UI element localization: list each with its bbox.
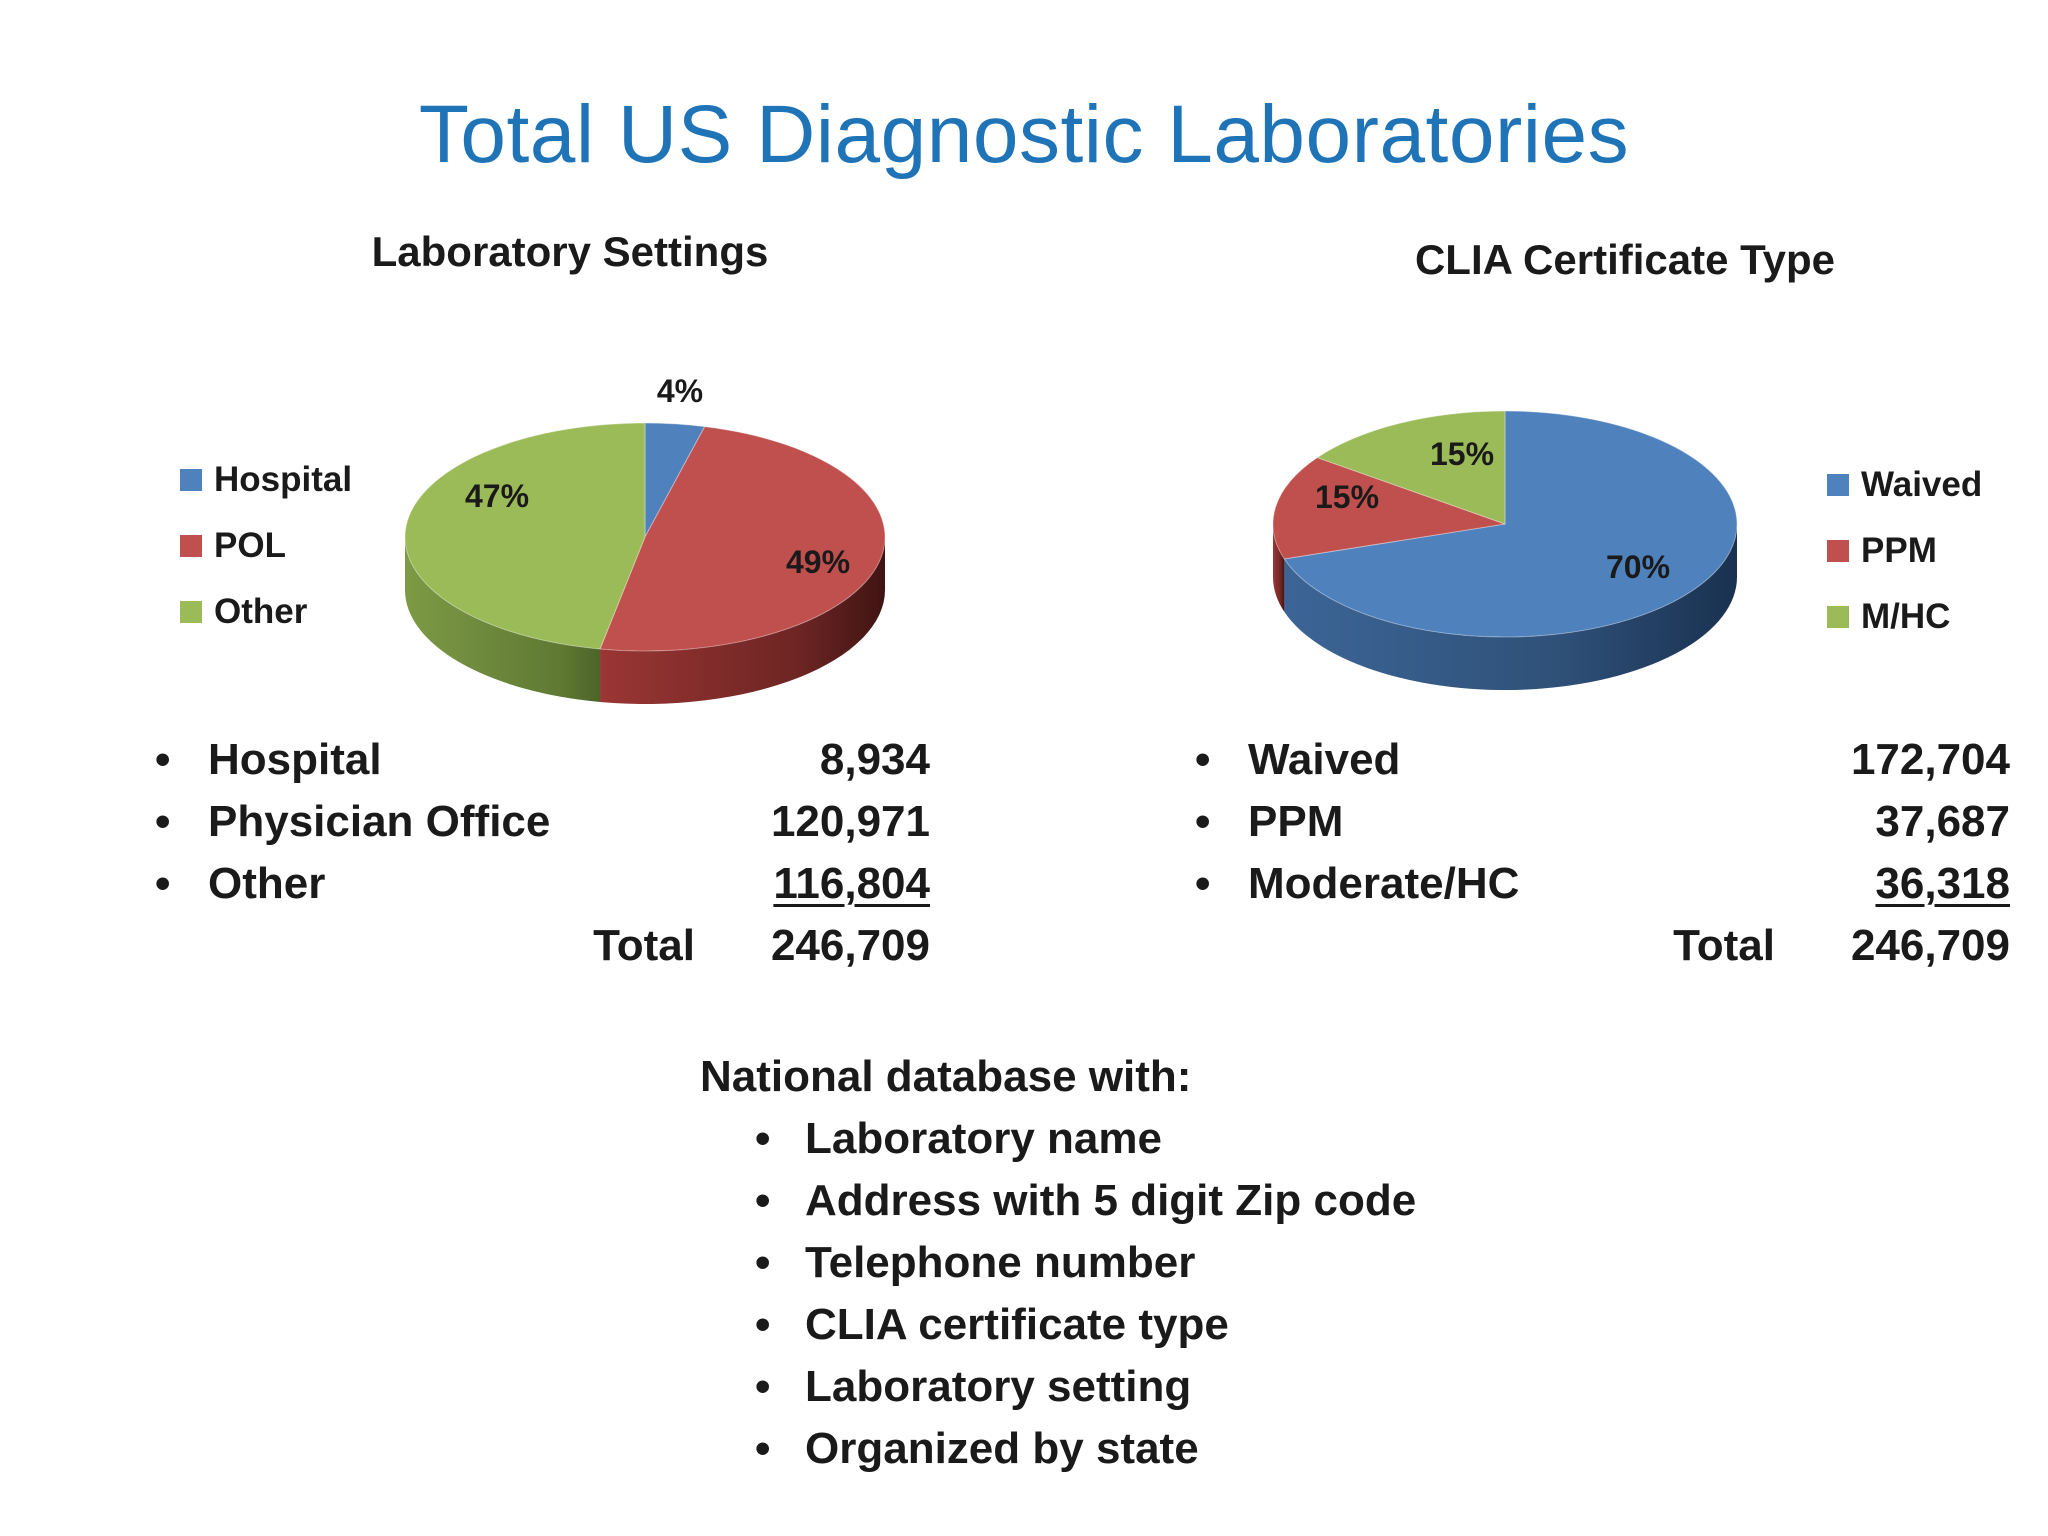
- clia-certificate-pie: 70% 15% 15%: [1272, 410, 1738, 691]
- left-legend: Hospital POL Other: [180, 447, 352, 645]
- pie-slice-hospital: [644, 422, 706, 538]
- pie-slice-other: [404, 422, 646, 650]
- right-legend: Waived PPM M/HC: [1827, 452, 1982, 650]
- pie-slice-pol: [599, 426, 886, 652]
- pie-slice-waived: [1283, 410, 1738, 638]
- legend-swatch-blue: [1827, 474, 1849, 496]
- laboratory-settings-pie: 4% 49% 47%: [404, 373, 886, 705]
- data-label-m-hc: 15%: [1430, 436, 1494, 472]
- total-value: 246,709: [770, 921, 930, 970]
- stat-label: Waived: [1248, 735, 1401, 784]
- stat-value: 116,804: [773, 859, 930, 908]
- total-value: 246,709: [1850, 921, 2010, 970]
- pie-side-pol: [600, 537, 886, 705]
- data-label-hospital: 4%: [657, 373, 703, 409]
- page-title: Total US Diagnostic Laboratories: [418, 89, 1630, 180]
- stat-value: 172,704: [1850, 735, 2010, 784]
- total-label: Total: [1673, 921, 1775, 970]
- legend-swatch-red: [180, 535, 202, 557]
- left-chart-title: Laboratory Settings: [371, 228, 769, 275]
- legend-item-waived: Waived: [1827, 452, 1982, 518]
- stat-label: Physician Office: [208, 797, 551, 846]
- data-label-other: 47%: [465, 478, 529, 514]
- right-chart-title: CLIA Certificate Type: [1414, 236, 1836, 283]
- stat-label: PPM: [1248, 797, 1344, 846]
- stat-label: Moderate/HC: [1248, 859, 1520, 908]
- pie-side-other: [405, 537, 601, 702]
- stat-value: 8,934: [819, 735, 930, 784]
- legend-item-other: Other: [180, 579, 352, 645]
- data-label-pol: 49%: [786, 544, 850, 580]
- legend-item-mhc: M/HC: [1827, 584, 1982, 650]
- legend-item-ppm: PPM: [1827, 518, 1982, 584]
- stat-value: 36,318: [1875, 859, 2010, 908]
- data-label-ppm: 15%: [1315, 479, 1379, 515]
- data-label-waived: 70%: [1606, 549, 1670, 585]
- legend-item-pol: POL: [180, 513, 352, 579]
- total-label: Total: [593, 921, 695, 970]
- database-heading: National database with:: [700, 1052, 1192, 1101]
- stat-label: Hospital: [208, 735, 382, 784]
- stat-label: Other: [208, 859, 326, 908]
- stat-value: 37,687: [1875, 797, 2010, 846]
- pie-side-waived: [1284, 524, 1737, 691]
- legend-swatch-green: [180, 601, 202, 623]
- pie-side-ppm: [1272, 524, 1285, 612]
- legend-swatch-green: [1827, 606, 1849, 628]
- legend-swatch-blue: [180, 469, 202, 491]
- stat-value: 120,971: [770, 797, 930, 846]
- pie-slice-ppm: [1272, 457, 1506, 560]
- pie-slice-m-hc: [1316, 410, 1506, 525]
- legend-swatch-red: [1827, 540, 1849, 562]
- legend-item-hospital: Hospital: [180, 447, 352, 513]
